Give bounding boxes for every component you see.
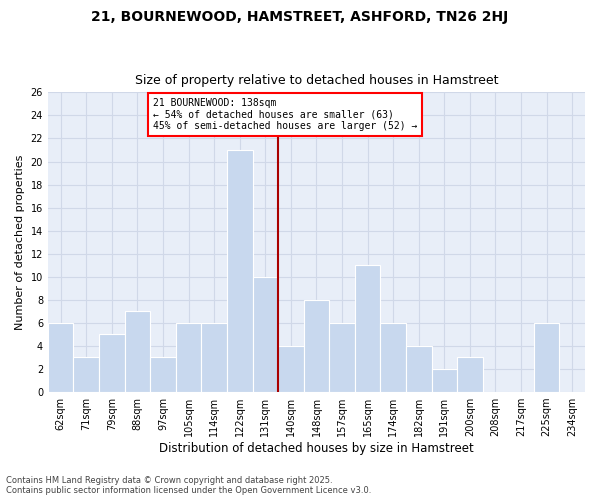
Bar xyxy=(253,277,278,392)
Bar xyxy=(278,346,304,392)
Bar xyxy=(150,358,176,392)
Bar xyxy=(73,358,99,392)
Bar xyxy=(534,323,559,392)
Bar xyxy=(227,150,253,392)
Bar xyxy=(176,323,202,392)
Bar xyxy=(380,323,406,392)
Bar xyxy=(406,346,431,392)
Bar xyxy=(355,266,380,392)
Bar xyxy=(329,323,355,392)
Bar xyxy=(99,334,125,392)
Bar xyxy=(431,369,457,392)
Text: 21 BOURNEWOOD: 138sqm
← 54% of detached houses are smaller (63)
45% of semi-deta: 21 BOURNEWOOD: 138sqm ← 54% of detached … xyxy=(153,98,417,132)
Bar xyxy=(304,300,329,392)
Text: 21, BOURNEWOOD, HAMSTREET, ASHFORD, TN26 2HJ: 21, BOURNEWOOD, HAMSTREET, ASHFORD, TN26… xyxy=(91,10,509,24)
Bar xyxy=(457,358,482,392)
Text: Contains HM Land Registry data © Crown copyright and database right 2025.
Contai: Contains HM Land Registry data © Crown c… xyxy=(6,476,371,495)
Bar xyxy=(48,323,73,392)
Bar xyxy=(125,312,150,392)
X-axis label: Distribution of detached houses by size in Hamstreet: Distribution of detached houses by size … xyxy=(159,442,474,455)
Title: Size of property relative to detached houses in Hamstreet: Size of property relative to detached ho… xyxy=(135,74,498,87)
Y-axis label: Number of detached properties: Number of detached properties xyxy=(15,154,25,330)
Bar xyxy=(202,323,227,392)
